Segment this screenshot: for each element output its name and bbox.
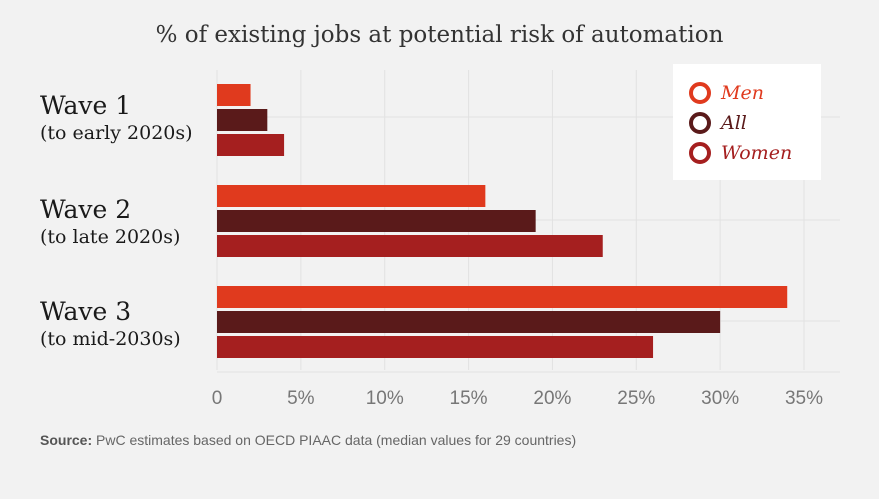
category-name: Wave 3	[40, 297, 132, 326]
bar-women-wave-3	[217, 336, 654, 358]
x-tick-label: 15%	[450, 388, 488, 409]
category-label: Wave 3 (to mid-2030s)	[40, 298, 181, 352]
bar-men-wave-3	[217, 286, 788, 308]
bar-all-wave-3	[217, 311, 721, 333]
x-tick-label: 25%	[617, 388, 655, 409]
x-tick-label: 20%	[533, 388, 571, 409]
source-text: PwC estimates based on OECD PIAAC data (…	[96, 432, 577, 448]
chart-title: % of existing jobs at potential risk of …	[155, 22, 724, 48]
legend-marker-icon	[689, 112, 711, 134]
x-tick-label: 35%	[785, 388, 823, 409]
legend-item-men: Men	[689, 81, 764, 105]
bar-men-wave-2	[217, 185, 486, 207]
legend-item-women: Women	[689, 141, 792, 165]
category-period: (to mid-2030s)	[40, 328, 181, 350]
x-tick-label: 5%	[287, 388, 315, 409]
legend-marker-icon	[689, 142, 711, 164]
source-label: Source:	[40, 432, 93, 448]
category-label: Wave 1 (to early 2020s)	[40, 92, 193, 146]
category-name: Wave 1	[40, 91, 132, 120]
category-name: Wave 2	[40, 195, 132, 224]
bar-women-wave-2	[217, 235, 603, 257]
category-label: Wave 2 (to late 2020s)	[40, 196, 180, 250]
bar-women-wave-1	[217, 134, 285, 156]
bar-all-wave-2	[217, 210, 536, 232]
legend-marker-icon	[689, 82, 711, 104]
x-tick-label: 10%	[366, 388, 404, 409]
x-tick-label: 30%	[701, 388, 739, 409]
legend-label: Women	[721, 142, 793, 164]
bar-all-wave-1	[217, 109, 268, 131]
category-period: (to early 2020s)	[40, 122, 193, 144]
legend: Men All Women	[673, 64, 821, 180]
source-note: Source: PwC estimates based on OECD PIAA…	[40, 432, 576, 448]
bar-men-wave-1	[217, 84, 251, 106]
legend-item-all: All	[689, 111, 747, 135]
legend-label: Men	[721, 82, 764, 104]
x-tick-label: 0	[212, 388, 223, 409]
category-period: (to late 2020s)	[40, 226, 181, 248]
legend-label: All	[721, 112, 747, 134]
